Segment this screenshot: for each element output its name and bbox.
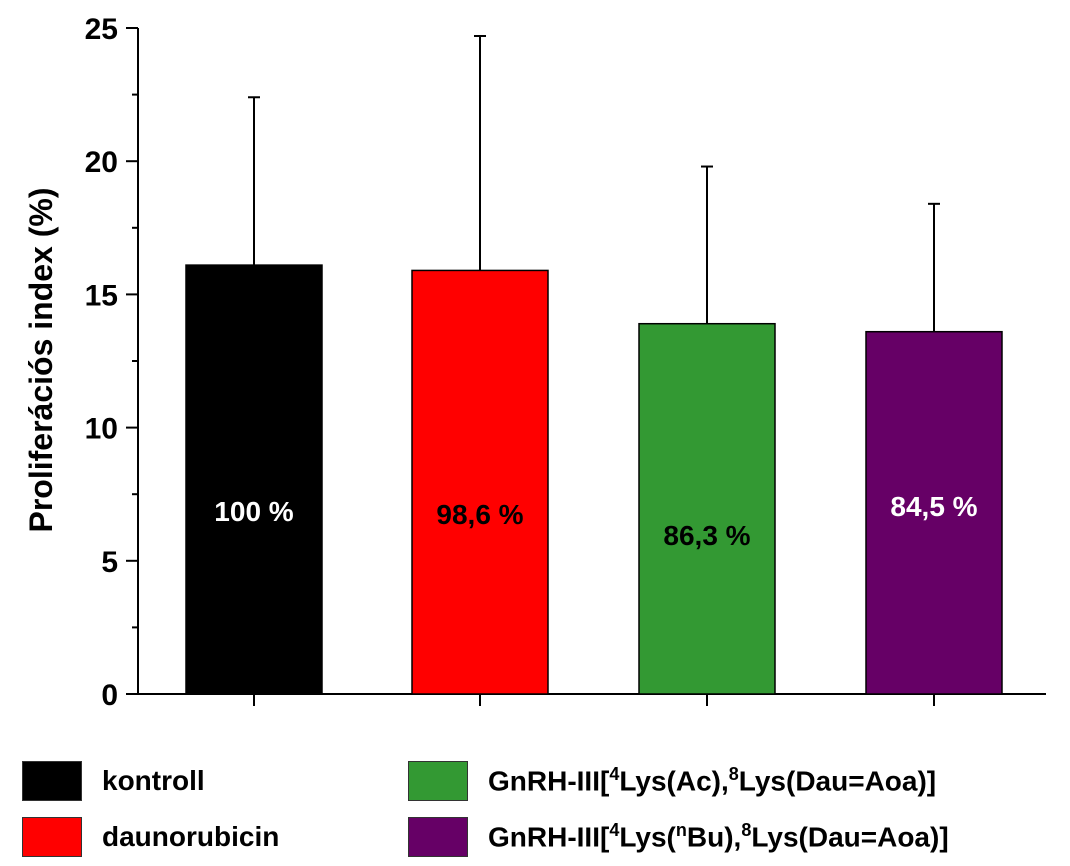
legend-label-gnrh-ac: GnRH-III[4Lys(Ac),8Lys(Dau=Aoa)] (488, 764, 937, 797)
legend-item-daunorubicin: daunorubicin (22, 817, 279, 857)
y-tick-label: 25 (85, 13, 118, 46)
bar (865, 330, 1003, 695)
data-label: 84,5 % (890, 491, 977, 522)
y-tick-label: 10 (85, 413, 118, 446)
data-labels: 100 % 98,6 % 86,3 % 84,5 % (214, 491, 977, 551)
legend-label-daunorubicin: daunorubicin (102, 821, 280, 852)
bar (185, 264, 323, 695)
legend-swatch-gnrh-ac (408, 761, 468, 801)
y-tick-label: 20 (85, 146, 118, 179)
legend-swatch-kontroll (22, 761, 82, 801)
data-label: 98,6 % (436, 499, 523, 530)
legend-label-gnrh-bu: GnRH-III[4Lys(nBu),8Lys(Dau=Aoa)] (488, 820, 949, 853)
y-tick-label: 15 (85, 279, 118, 312)
data-label: 100 % (214, 496, 293, 527)
bars (185, 34, 1003, 695)
y-tick-label: 0 (101, 679, 118, 712)
legend-item-gnrh-ac: GnRH-III[4Lys(Ac),8Lys(Dau=Aoa)] (408, 761, 936, 801)
bar (638, 322, 776, 695)
legend-item-gnrh-bu: GnRH-III[4Lys(nBu),8Lys(Dau=Aoa)] (408, 817, 949, 857)
legend-swatch-daunorubicin (22, 817, 82, 857)
y-axis-title: Proliferációs index (%) (23, 188, 59, 533)
legend-item-kontroll: kontroll (22, 761, 205, 801)
bar (411, 269, 549, 695)
legend-label-kontroll: kontroll (102, 765, 205, 796)
y-tick-label: 5 (101, 546, 118, 579)
data-label: 86,3 % (663, 520, 750, 551)
legend-swatch-gnrh-bu (408, 817, 468, 857)
